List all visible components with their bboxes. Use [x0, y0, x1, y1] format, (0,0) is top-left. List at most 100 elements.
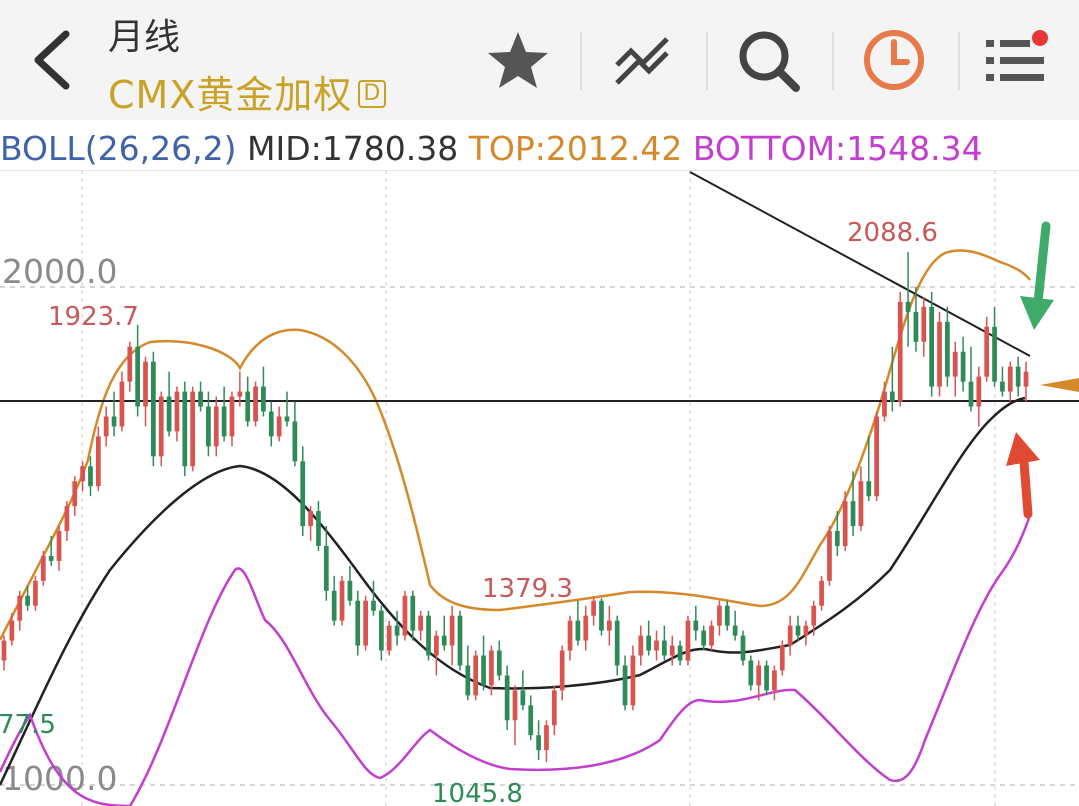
candle-body [858, 481, 864, 527]
drawing-tool-button[interactable] [606, 24, 678, 96]
candle-body [559, 650, 565, 691]
history-button[interactable] [858, 24, 930, 96]
menu-icon [986, 30, 1048, 81]
candle-body [819, 580, 824, 606]
candle-body [72, 481, 78, 507]
boll-top: TOP:2012.42 [468, 129, 683, 168]
green-down-arrow [1020, 221, 1054, 330]
candle-body [882, 391, 887, 417]
candle-body [921, 306, 927, 342]
kline-chart[interactable]: 2000.0 1000.0 1923.7 2088.6 1379.3 1045.… [0, 170, 1079, 806]
drawing-tool-icon [615, 37, 669, 85]
candle-body [339, 580, 345, 621]
candle-body [386, 625, 392, 651]
candle-body [976, 376, 982, 407]
boll-bottom-line [0, 514, 1032, 806]
candle-body [945, 321, 950, 377]
candle-body [410, 595, 416, 631]
candle-body [276, 416, 282, 437]
candle-body [394, 625, 400, 636]
candle-body [292, 421, 298, 462]
candle-body [103, 416, 109, 437]
candle-body [606, 620, 612, 631]
boll-bottom: BOTTOM:1548.34 [692, 129, 983, 168]
candle-body [913, 311, 919, 342]
candle-body [56, 531, 62, 561]
candle-body [905, 301, 911, 312]
candle-body [960, 351, 966, 382]
candle-body [897, 301, 903, 402]
candle-body [591, 600, 596, 616]
candle-body [158, 396, 164, 457]
candle-body [693, 620, 699, 631]
candle-body [740, 635, 746, 661]
back-button[interactable] [28, 28, 78, 92]
candle-body [834, 531, 840, 546]
candle-body [363, 600, 368, 646]
candle-body [221, 406, 227, 437]
candle-body [119, 381, 125, 427]
candle-body [1007, 366, 1013, 392]
candle-body [646, 635, 652, 651]
candle-body [654, 640, 659, 651]
candle-body [622, 665, 628, 706]
candle-body [441, 635, 447, 646]
candle-body [347, 580, 353, 601]
instrument-title[interactable]: CMX黄金加权 D [108, 64, 387, 119]
candle-body [575, 620, 581, 641]
candle-body [1, 640, 7, 661]
boll-name[interactable]: BOLL(26,26,2) [0, 129, 237, 168]
candle-body [787, 625, 793, 646]
candle-body [772, 670, 777, 691]
annotation-high-1379: 1379.3 [482, 574, 573, 604]
candle-body [371, 600, 376, 611]
candle-body [756, 665, 762, 686]
candle-body [1000, 381, 1005, 392]
candle-body [779, 645, 785, 671]
red-up-arrow [1006, 432, 1040, 519]
candle-body [213, 406, 219, 447]
candle-body [889, 391, 895, 402]
candle-body [378, 610, 384, 651]
candle-body [489, 650, 494, 686]
candle-body [827, 531, 832, 581]
candle-body [638, 635, 644, 656]
candle-body [551, 690, 557, 726]
candle-body [33, 580, 38, 606]
candle-body [127, 346, 133, 382]
candle-body [842, 501, 848, 546]
candle-body [701, 630, 707, 646]
candle-body [803, 625, 809, 636]
y-tick-2000: 2000.0 [2, 252, 117, 291]
candle-body [25, 595, 30, 606]
candle-body [599, 600, 604, 631]
candle-body [937, 321, 942, 387]
orange-level-pointer [1040, 378, 1079, 392]
candle-body [308, 511, 313, 527]
candle-body [677, 645, 683, 661]
boll-indicator-row: BOLL(26,26,2) MID:1780.38 TOP:2012.42 BO… [0, 128, 983, 170]
candle-body [811, 605, 817, 626]
candle-body [237, 391, 243, 397]
candle-body [544, 725, 549, 751]
candle-body [426, 615, 431, 656]
candle-body [952, 351, 958, 377]
candle-body [174, 391, 180, 432]
candle-body [48, 555, 54, 561]
candle-body [512, 690, 518, 721]
candle-body [449, 615, 455, 646]
candle-body [984, 326, 990, 377]
candle-body [331, 590, 337, 621]
favorite-button[interactable] [482, 24, 554, 96]
candle-body [567, 620, 573, 651]
candle-body [630, 655, 636, 706]
candle-body [850, 501, 856, 527]
candle-body [1023, 371, 1029, 387]
candle-body [151, 361, 156, 457]
search-button[interactable] [732, 24, 804, 96]
menu-button[interactable] [980, 24, 1052, 96]
candle-body [874, 416, 879, 497]
star-icon [488, 32, 548, 88]
candle-body [190, 391, 196, 467]
candle-body [64, 506, 70, 532]
